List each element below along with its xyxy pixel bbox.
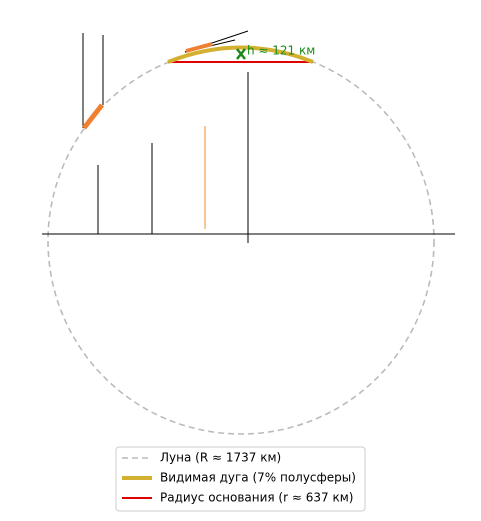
legend: Луна (R ≈ 1737 км) Видимая дуга (7% полу… <box>115 446 366 512</box>
orange-segment <box>185 42 213 53</box>
legend-label: Радиус основания (r ≈ 637 км) <box>160 491 353 505</box>
visible-arc <box>167 45 314 64</box>
orange-segment <box>82 103 104 130</box>
legend-label: Луна (R ≈ 1737 км) <box>160 451 281 465</box>
legend-label: Видимая дуга (7% полусферы) <box>160 471 356 485</box>
height-annotation: h ≈ 121 км <box>247 44 315 58</box>
height-marker <box>236 48 246 60</box>
moon-outline <box>47 47 435 435</box>
legend-box <box>115 446 366 512</box>
